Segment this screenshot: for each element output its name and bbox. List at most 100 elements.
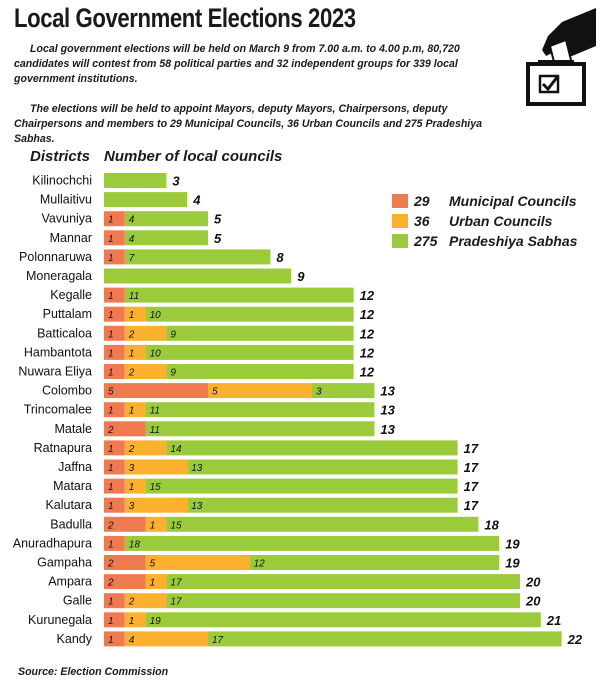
bar-segment-urban: [145, 574, 167, 590]
total-value-label: 12: [360, 365, 375, 380]
intro-paragraph-2: The elections will be held to appoint Ma…: [14, 103, 483, 145]
total-value-label: 3: [172, 174, 180, 189]
bar-segment-urban: [145, 555, 250, 570]
bar-segment-municipal: [104, 402, 125, 418]
district-label: Mullaitivu: [40, 193, 92, 207]
district-label: Galle: [63, 594, 92, 608]
total-value-label: 22: [567, 632, 583, 647]
bar-segment-urban: [124, 593, 167, 609]
total-value-label: 12: [360, 288, 375, 303]
source-note: Source: Election Commission: [18, 666, 169, 678]
bar-segment-urban: [124, 497, 188, 513]
segment-value-label: 1: [108, 253, 114, 264]
bar-segment-municipal: [104, 574, 146, 590]
segment-value-label: 5: [150, 559, 156, 570]
bar-segment-urban: [145, 516, 167, 532]
segment-value-label: 1: [108, 482, 114, 493]
bar-segment-pradeshiya: [104, 173, 167, 188]
segment-value-label: 1: [129, 482, 135, 493]
segment-value-label: 1: [108, 234, 114, 245]
bar-segment-municipal: [104, 249, 125, 265]
bar-segment-urban: [124, 631, 208, 647]
total-value-label: 12: [360, 345, 375, 360]
bar-segment-pradeshiya: [145, 306, 354, 322]
segment-value-label: 1: [150, 578, 156, 589]
legend-count: 36: [414, 213, 430, 229]
segment-value-label: 1: [108, 463, 114, 474]
bar-segment-urban: [124, 364, 167, 379]
total-value-label: 12: [360, 326, 375, 341]
district-label: Colombo: [42, 384, 92, 398]
bar-segment-municipal: [104, 325, 125, 341]
bar-segment-municipal: [104, 344, 125, 360]
segment-value-label: 13: [191, 501, 203, 512]
segment-value-label: 2: [107, 520, 114, 531]
bar-segment-urban: [124, 306, 146, 322]
ballot-box-hand-icon: [526, 8, 596, 106]
segment-value-label: 3: [316, 387, 322, 398]
segment-value-label: 1: [108, 291, 114, 302]
segment-value-label: 15: [170, 520, 182, 531]
bar-segment-pradeshiya: [166, 574, 520, 590]
bar-segment-municipal: [104, 497, 125, 513]
bar-segment-pradeshiya: [187, 497, 458, 513]
district-label: Kegalle: [50, 288, 92, 302]
segment-value-label: 1: [108, 329, 114, 340]
segment-value-label: 1: [129, 310, 135, 321]
district-label: Trincomalee: [24, 403, 92, 417]
bar-segment-municipal: [104, 478, 125, 494]
bar-segment-pradeshiya: [166, 593, 520, 609]
total-value-label: 12: [360, 307, 375, 322]
total-value-label: 13: [380, 384, 395, 399]
bar-segment-pradeshiya: [208, 631, 562, 647]
total-value-label: 20: [525, 575, 541, 590]
bar-segment-pradeshiya: [124, 211, 208, 227]
segment-value-label: 2: [107, 578, 114, 589]
segment-value-label: 10: [150, 348, 162, 359]
segment-value-label: 3: [129, 501, 135, 512]
district-label: Kurunegala: [28, 613, 92, 627]
bar-segment-municipal: [104, 421, 146, 437]
bar-segment-urban: [124, 612, 146, 628]
councils-column-header: Number of local councils: [104, 148, 283, 165]
bar-segment-municipal: [104, 459, 125, 475]
district-label: Jaffna: [58, 460, 92, 474]
segment-value-label: 4: [129, 635, 135, 646]
segment-value-label: 2: [107, 425, 114, 436]
bar-segment-pradeshiya: [145, 402, 375, 418]
districts-column-header: Districts: [30, 148, 91, 165]
legend-label: Municipal Councils: [449, 193, 577, 209]
segment-value-label: 14: [170, 444, 182, 455]
district-label: Gampaha: [37, 556, 92, 570]
segment-value-label: 9: [170, 329, 176, 340]
segment-value-label: 4: [129, 234, 135, 245]
segment-value-label: 19: [150, 616, 162, 627]
bar-segment-municipal: [104, 230, 125, 246]
district-label: Kilinochchi: [32, 174, 92, 188]
total-value-label: 17: [464, 460, 479, 475]
total-value-label: 17: [464, 479, 479, 494]
bar-segment-municipal: [104, 306, 125, 322]
district-label: Matale: [54, 422, 92, 436]
district-label: Moneragala: [26, 269, 92, 283]
bar-segment-pradeshiya: [124, 230, 208, 246]
segment-value-label: 7: [129, 253, 135, 264]
bar-segment-pradeshiya: [124, 535, 500, 551]
district-label: Batticaloa: [37, 326, 92, 340]
segment-value-label: 4: [129, 215, 135, 226]
total-value-label: 17: [464, 498, 479, 513]
bar-segment-urban: [124, 440, 167, 456]
segment-value-label: 15: [150, 482, 162, 493]
bar-segment-urban: [124, 402, 146, 418]
segment-value-label: 1: [108, 215, 114, 226]
segment-value-label: 1: [129, 616, 135, 627]
bar-segment-municipal: [104, 440, 125, 456]
bar-segment-urban: [124, 478, 146, 494]
total-value-label: 5: [214, 212, 222, 227]
district-label: Badulla: [50, 517, 92, 531]
district-label: Polonnaruwa: [19, 250, 92, 264]
bar-segment-municipal: [104, 612, 125, 628]
bar-segment-municipal: [104, 535, 125, 551]
district-label: Mannar: [50, 231, 92, 245]
